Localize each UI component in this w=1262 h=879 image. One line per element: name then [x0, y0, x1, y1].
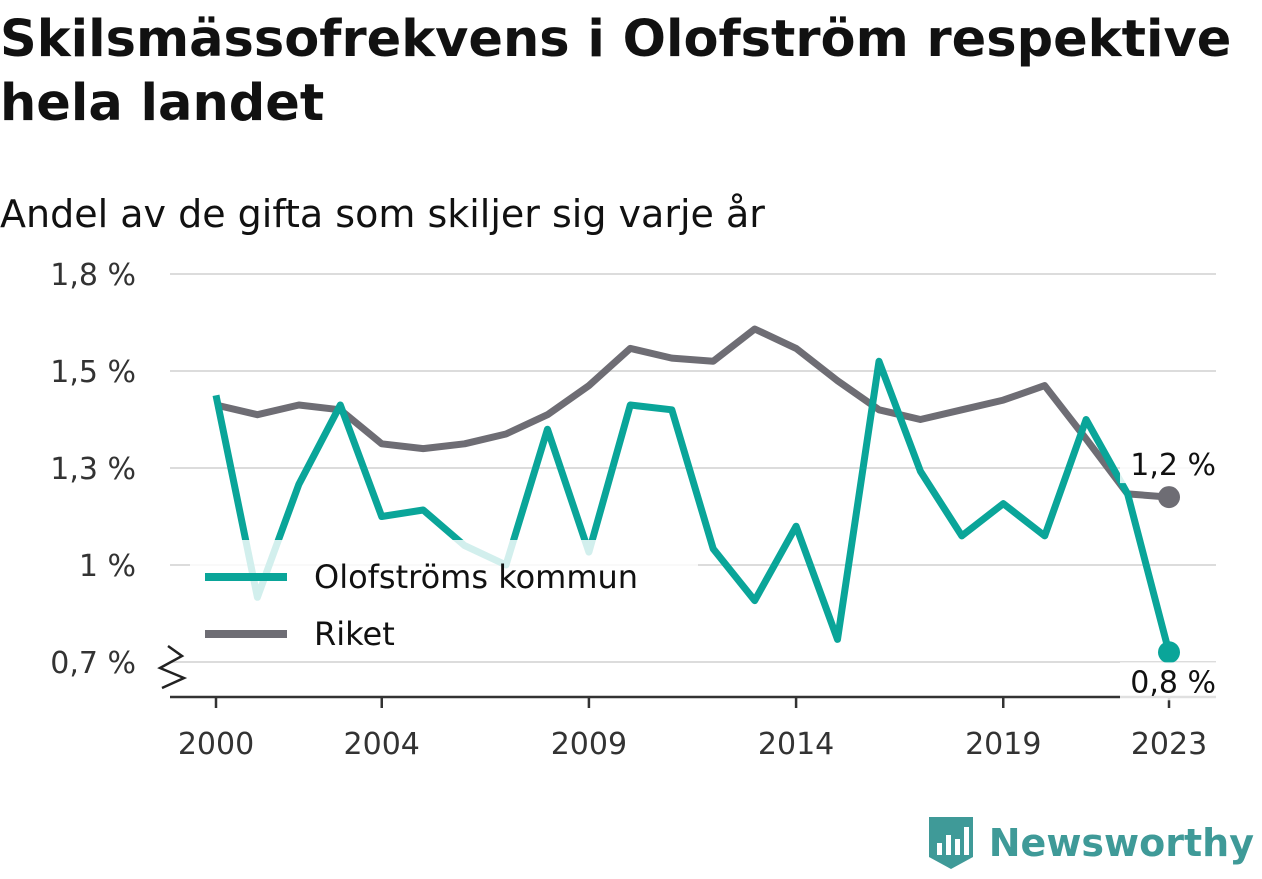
y-tick-label: 0,7 % [50, 646, 136, 681]
y-tick-label: 1,5 % [50, 355, 136, 390]
end-value-label: 1,2 % [1130, 448, 1216, 483]
newsworthy-logo: Newsworthy [925, 813, 1254, 873]
x-axis: 2000 2004 2009 2014 2019 2023 [170, 695, 1216, 762]
legend-label: Olofströms kommun [314, 558, 638, 596]
end-label-background [1120, 662, 1220, 701]
chart-title: Skilsmässofrekvens i Olofström respektiv… [0, 10, 1232, 133]
y-axis: 0,7 % 1 % 1,3 % 1,5 % 1,8 % [50, 258, 188, 690]
brand-name: Newsworthy [988, 821, 1254, 865]
legend: Olofströms kommun Riket [190, 540, 698, 660]
axis-break-icon [157, 644, 188, 690]
series-layer [212, 325, 1173, 654]
end-point [1158, 486, 1180, 509]
y-tick-label: 1,3 % [50, 452, 136, 487]
series-line-riket [215, 325, 1170, 501]
legend-label: Riket [314, 615, 395, 653]
line-chart: 0,7 % 1 % 1,3 % 1,5 % 1,8 % 2000 2004 2009 2014… [50, 258, 1220, 762]
legend-background [190, 540, 698, 660]
x-tick-label: 2014 [758, 727, 834, 762]
bar-chart-badge-icon [928, 817, 973, 869]
series-line-olofstrom [212, 357, 1173, 654]
end-label-background [1120, 445, 1220, 484]
chart-subtitle: Andel av de gifta som skiljer sig varje … [0, 192, 765, 236]
x-tick-label: 2004 [344, 727, 420, 762]
x-tick-label: 2000 [178, 727, 254, 762]
end-value-label: 0,8 % [1130, 665, 1216, 700]
end-point [1158, 641, 1180, 664]
y-tick-label: 1 % [79, 549, 136, 584]
x-tick-label: 2009 [551, 727, 627, 762]
x-tick-label: 2019 [965, 727, 1041, 762]
y-tick-label: 1,8 % [50, 258, 136, 293]
end-labels: 0,8 % 1,2 % [1120, 445, 1220, 701]
x-tick-label: 2023 [1131, 727, 1207, 762]
